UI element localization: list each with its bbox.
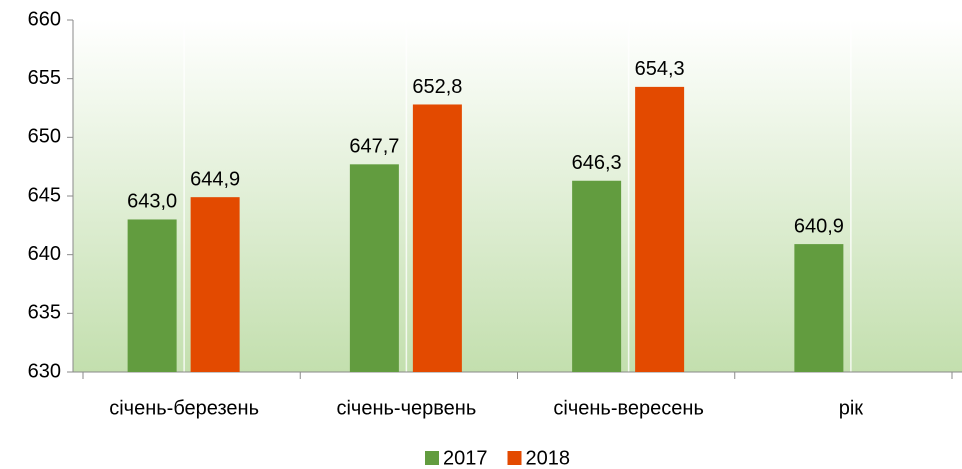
bar (127, 219, 177, 372)
value-label: 640,9 (794, 215, 844, 237)
bar (349, 164, 399, 372)
value-label: 654,3 (635, 58, 685, 80)
bar (190, 197, 240, 372)
value-label: 647,7 (349, 136, 399, 158)
bar (635, 86, 685, 372)
y-tick-label: 640 (28, 243, 61, 265)
y-tick-label: 645 (28, 184, 61, 206)
value-label: 652,8 (412, 76, 462, 98)
bar (794, 244, 844, 372)
y-tick-label: 655 (28, 67, 61, 89)
y-tick-label: 635 (28, 302, 61, 324)
y-tick-label: 660 (28, 8, 61, 30)
y-tick-label: 630 (28, 360, 61, 382)
x-tick-label: січень-червень (336, 397, 476, 419)
x-tick-label: рік (839, 397, 864, 419)
x-tick-label: січень-березень (109, 397, 259, 419)
value-label: 646,3 (572, 152, 622, 174)
y-tick-label: 650 (28, 126, 61, 148)
x-tick-label: січень-вересень (553, 397, 703, 419)
bar (572, 180, 622, 372)
legend-swatch (425, 451, 439, 465)
value-label: 643,0 (127, 191, 177, 213)
legend-swatch (507, 451, 522, 465)
legend-label: 2017 (443, 447, 488, 469)
value-label: 644,9 (190, 168, 240, 190)
bar (412, 104, 462, 372)
legend-label: 2018 (526, 447, 571, 469)
